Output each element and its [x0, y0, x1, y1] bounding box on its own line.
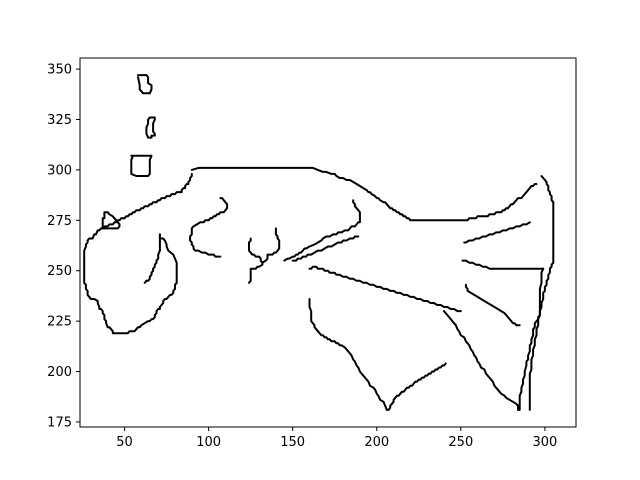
series-line-14	[461, 259, 545, 270]
x-tick-label: 150	[280, 435, 305, 450]
series-line-13	[463, 221, 531, 244]
series-line-5	[83, 172, 193, 335]
y-tick-label: 225	[47, 315, 72, 330]
series-line-12	[308, 265, 462, 313]
x-tick-label: 100	[196, 435, 221, 450]
series-line-4	[101, 211, 121, 230]
y-tick-label: 300	[47, 163, 72, 178]
series-line-10	[283, 199, 361, 262]
series-line-16	[190, 166, 538, 222]
x-tick-label: 50	[116, 435, 133, 450]
series-line-3	[130, 154, 153, 177]
series-line-6	[143, 233, 161, 284]
series-line-15	[464, 283, 521, 327]
x-tick-label: 300	[532, 435, 557, 450]
y-tick-label: 275	[47, 214, 72, 229]
series-line-20	[528, 267, 545, 411]
series-line-9	[261, 227, 281, 264]
series-line-7	[189, 197, 229, 258]
series-line-19	[387, 362, 447, 411]
series-line-8	[248, 237, 264, 284]
x-tick-label: 200	[364, 435, 389, 450]
x-tick-label: 250	[448, 435, 473, 450]
y-axis: 175 200 225 250 275 300 325 350	[47, 63, 80, 430]
y-tick-label: 325	[47, 113, 72, 128]
y-tick-label: 250	[47, 264, 72, 279]
series-line-2	[145, 116, 156, 139]
x-axis: 50 100 150 200 250 300	[116, 427, 557, 450]
y-tick-label: 200	[47, 365, 72, 380]
series-layer	[83, 74, 555, 411]
plot-frame	[79, 57, 577, 428]
series-line-17	[443, 175, 555, 411]
y-tick-label: 175	[47, 415, 72, 430]
series-line-11	[291, 235, 360, 262]
y-tick-label: 350	[47, 63, 72, 78]
series-line-1	[137, 74, 153, 95]
series-line-18	[308, 298, 390, 411]
